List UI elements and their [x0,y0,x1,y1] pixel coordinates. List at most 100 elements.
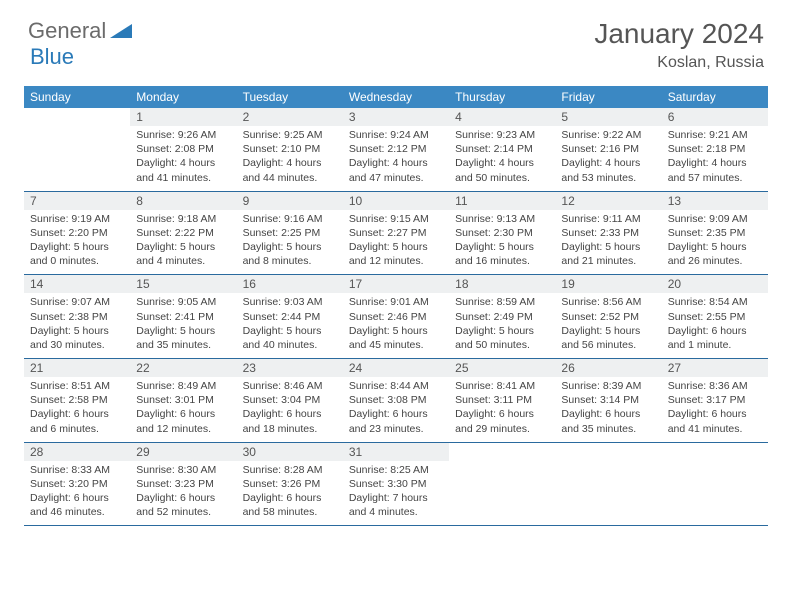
sunrise-text: Sunrise: 9:07 AM [30,296,110,308]
sunset-text: Sunset: 2:27 PM [349,227,427,239]
day-number: 21 [24,359,130,377]
sunset-text: Sunset: 2:52 PM [561,311,639,323]
day-cell: Sunrise: 8:49 AMSunset: 3:01 PMDaylight:… [130,377,236,442]
day-cell [662,461,768,526]
day-cell: Sunrise: 9:16 AMSunset: 2:25 PMDaylight:… [237,210,343,275]
weekday-thu: Thursday [449,86,555,108]
day-number [449,443,555,461]
page-header: General January 2024 Koslan, Russia [0,0,792,76]
sunset-text: Sunset: 3:30 PM [349,478,427,490]
day-cell: Sunrise: 8:36 AMSunset: 3:17 PMDaylight:… [662,377,768,442]
sunrise-text: Sunrise: 9:05 AM [136,296,216,308]
day-number: 28 [24,443,130,461]
sunset-text: Sunset: 3:23 PM [136,478,214,490]
sunset-text: Sunset: 2:41 PM [136,311,214,323]
sunrise-text: Sunrise: 9:11 AM [561,213,640,225]
logo-text-general: General [28,18,106,44]
title-block: January 2024 Koslan, Russia [594,18,764,72]
day-cell: Sunrise: 8:51 AMSunset: 2:58 PMDaylight:… [24,377,130,442]
day-number: 15 [130,275,236,293]
sunset-text: Sunset: 2:30 PM [455,227,533,239]
logo: General [28,18,134,44]
content-row: Sunrise: 9:26 AMSunset: 2:08 PMDaylight:… [24,126,768,191]
daylight-text: Daylight: 6 hours and 41 minutes. [668,408,747,434]
daylight-text: Daylight: 6 hours and 12 minutes. [136,408,215,434]
sunrise-text: Sunrise: 9:26 AM [136,129,216,141]
sunrise-text: Sunrise: 8:39 AM [561,380,641,392]
sunrise-text: Sunrise: 8:49 AM [136,380,216,392]
daylight-text: Daylight: 6 hours and 1 minute. [668,325,747,351]
sunrise-text: Sunrise: 9:01 AM [349,296,429,308]
sunset-text: Sunset: 2:22 PM [136,227,214,239]
day-number: 10 [343,192,449,210]
day-number [24,108,130,126]
content-row: Sunrise: 9:07 AMSunset: 2:38 PMDaylight:… [24,293,768,358]
sunset-text: Sunset: 2:12 PM [349,143,427,155]
daylight-text: Daylight: 5 hours and 16 minutes. [455,241,534,267]
sunset-text: Sunset: 2:10 PM [243,143,321,155]
sunset-text: Sunset: 3:20 PM [30,478,108,490]
day-number: 20 [662,275,768,293]
content-row: Sunrise: 8:51 AMSunset: 2:58 PMDaylight:… [24,377,768,442]
day-cell: Sunrise: 9:15 AMSunset: 2:27 PMDaylight:… [343,210,449,275]
daylight-text: Daylight: 6 hours and 46 minutes. [30,492,109,518]
daylight-text: Daylight: 5 hours and 35 minutes. [136,325,215,351]
day-number: 1 [130,108,236,126]
day-cell: Sunrise: 9:25 AMSunset: 2:10 PMDaylight:… [237,126,343,191]
weekday-sat: Saturday [662,86,768,108]
logo-blue-text-row: Blue [30,44,74,70]
sunrise-text: Sunrise: 8:25 AM [349,464,429,476]
day-number: 26 [555,359,661,377]
sunrise-text: Sunrise: 8:28 AM [243,464,323,476]
day-cell: Sunrise: 8:41 AMSunset: 3:11 PMDaylight:… [449,377,555,442]
weeks-container: 123456Sunrise: 9:26 AMSunset: 2:08 PMDay… [24,108,768,526]
week-block: 21222324252627Sunrise: 8:51 AMSunset: 2:… [24,359,768,443]
day-cell: Sunrise: 8:30 AMSunset: 3:23 PMDaylight:… [130,461,236,526]
daylight-text: Daylight: 5 hours and 12 minutes. [349,241,428,267]
day-cell: Sunrise: 9:21 AMSunset: 2:18 PMDaylight:… [662,126,768,191]
sunset-text: Sunset: 3:04 PM [243,394,321,406]
day-number: 18 [449,275,555,293]
sunrise-text: Sunrise: 8:46 AM [243,380,323,392]
sunrise-text: Sunrise: 9:23 AM [455,129,535,141]
day-number: 27 [662,359,768,377]
sunset-text: Sunset: 2:35 PM [668,227,746,239]
day-number: 19 [555,275,661,293]
daylight-text: Daylight: 5 hours and 50 minutes. [455,325,534,351]
sunset-text: Sunset: 2:49 PM [455,311,533,323]
day-cell: Sunrise: 8:56 AMSunset: 2:52 PMDaylight:… [555,293,661,358]
logo-triangle-icon [110,20,132,43]
daylight-text: Daylight: 4 hours and 41 minutes. [136,157,215,183]
daylight-text: Daylight: 6 hours and 29 minutes. [455,408,534,434]
day-number: 24 [343,359,449,377]
daylight-text: Daylight: 5 hours and 40 minutes. [243,325,322,351]
week-block: 123456Sunrise: 9:26 AMSunset: 2:08 PMDay… [24,108,768,192]
day-number: 17 [343,275,449,293]
day-cell: Sunrise: 9:03 AMSunset: 2:44 PMDaylight:… [237,293,343,358]
sunrise-text: Sunrise: 9:19 AM [30,213,110,225]
day-cell: Sunrise: 8:54 AMSunset: 2:55 PMDaylight:… [662,293,768,358]
sunset-text: Sunset: 2:55 PM [668,311,746,323]
daylight-text: Daylight: 6 hours and 23 minutes. [349,408,428,434]
day-cell: Sunrise: 8:28 AMSunset: 3:26 PMDaylight:… [237,461,343,526]
weekday-sun: Sunday [24,86,130,108]
sunrise-text: Sunrise: 8:56 AM [561,296,641,308]
sunrise-text: Sunrise: 8:44 AM [349,380,429,392]
day-cell: Sunrise: 9:11 AMSunset: 2:33 PMDaylight:… [555,210,661,275]
day-cell: Sunrise: 9:23 AMSunset: 2:14 PMDaylight:… [449,126,555,191]
sunset-text: Sunset: 2:14 PM [455,143,533,155]
daynum-row: 28293031 [24,443,768,461]
daylight-text: Daylight: 5 hours and 45 minutes. [349,325,428,351]
sunrise-text: Sunrise: 9:03 AM [243,296,323,308]
week-block: 28293031Sunrise: 8:33 AMSunset: 3:20 PMD… [24,443,768,527]
sunrise-text: Sunrise: 9:18 AM [136,213,216,225]
day-cell: Sunrise: 8:46 AMSunset: 3:04 PMDaylight:… [237,377,343,442]
sunrise-text: Sunrise: 8:59 AM [455,296,535,308]
day-number: 4 [449,108,555,126]
daylight-text: Daylight: 6 hours and 35 minutes. [561,408,640,434]
weekday-mon: Monday [130,86,236,108]
sunset-text: Sunset: 2:16 PM [561,143,639,155]
day-cell [555,461,661,526]
day-cell [449,461,555,526]
day-cell: Sunrise: 8:39 AMSunset: 3:14 PMDaylight:… [555,377,661,442]
